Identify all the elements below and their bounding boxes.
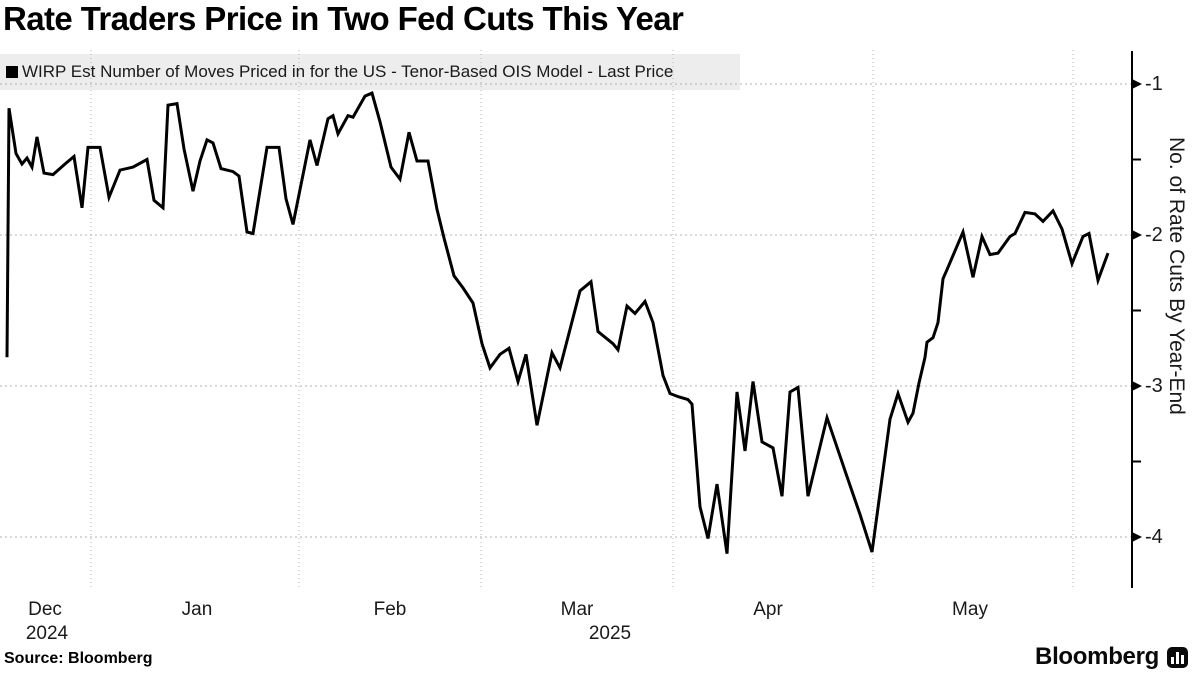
x-month-label: Dec (28, 599, 62, 620)
y-tick-label: -2 (1145, 224, 1163, 246)
legend-label: WIRP Est Number of Moves Priced in for t… (22, 62, 674, 81)
y-tick-label: -1 (1145, 73, 1163, 95)
x-year-label: 2024 (25, 623, 69, 644)
series-line (5, 91, 1110, 554)
x-year-label: 2025 (588, 623, 632, 644)
x-month-label: Jan (181, 599, 213, 620)
bloomberg-wordmark: Bloomberg (1035, 643, 1159, 670)
tick-arrow-icon (1132, 381, 1142, 391)
tick-arrow-icon (1132, 79, 1142, 89)
tick-arrow-icon (1132, 532, 1142, 542)
y-tick-label: -4 (1145, 526, 1163, 548)
bloomberg-chart-icon (1167, 646, 1188, 668)
y-axis-title: No. of Rate Cuts By Year-End (1165, 137, 1188, 415)
x-month-label: May (952, 599, 988, 620)
bloomberg-logo: Bloomberg (1035, 643, 1188, 671)
x-month-label: Apr (753, 599, 783, 620)
legend-swatch-icon (6, 66, 18, 78)
y-tick-label: -3 (1145, 375, 1163, 397)
tick-arrow-icon (1132, 230, 1142, 240)
source-label: Source: Bloomberg (4, 650, 153, 667)
x-month-label: Mar (560, 599, 594, 620)
chart-title: Rate Traders Price in Two Fed Cuts This … (3, 0, 684, 37)
x-month-label: Feb (373, 599, 407, 620)
